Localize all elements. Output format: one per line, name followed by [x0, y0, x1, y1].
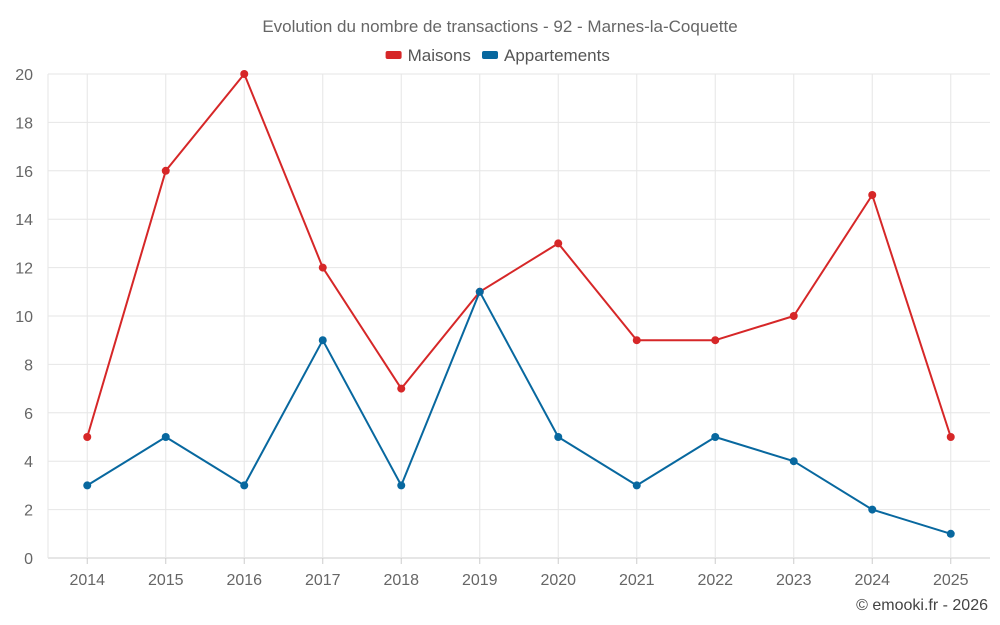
- y-tick-label: 18: [15, 115, 33, 132]
- legend-item-appartements[interactable]: Appartements: [482, 46, 610, 65]
- x-tick-label: 2014: [69, 572, 105, 589]
- data-point-maisons[interactable]: [240, 70, 249, 78]
- data-point-maisons[interactable]: [789, 312, 798, 320]
- data-point-maisons[interactable]: [161, 166, 170, 175]
- series-lines: [83, 70, 955, 538]
- x-tick-label: 2022: [697, 572, 733, 589]
- data-point-appartements[interactable]: [789, 457, 798, 466]
- data-point-appartements[interactable]: [946, 529, 955, 538]
- chart-title: Evolution du nombre de transactions - 92…: [262, 17, 737, 36]
- legend-item-maisons[interactable]: Maisons: [385, 46, 471, 65]
- data-point-maisons[interactable]: [946, 433, 955, 441]
- x-tick-label: 2020: [540, 572, 576, 589]
- y-tick-label: 0: [24, 551, 33, 568]
- data-point-appartements[interactable]: [397, 481, 406, 490]
- series-line-maisons: [86, 73, 952, 438]
- y-tick-label: 4: [24, 454, 33, 471]
- legend-swatch: [482, 51, 498, 59]
- x-tick-label: 2021: [619, 572, 655, 589]
- data-point-appartements[interactable]: [632, 481, 641, 490]
- y-axis-ticks: 0 2 4 6 8 10 12 14 16 18 20: [15, 67, 33, 568]
- data-point-maisons[interactable]: [397, 384, 406, 393]
- data-point-maisons[interactable]: [632, 336, 641, 345]
- y-tick-label: 6: [24, 406, 33, 423]
- x-axis-ticks: 2014 2015 2016 2017 2018 2019 2020 2021 2022 2023…: [69, 558, 969, 589]
- data-point-appartements[interactable]: [318, 336, 327, 345]
- data-point-maisons[interactable]: [554, 239, 563, 248]
- x-tick-label: 2015: [148, 572, 184, 589]
- data-point-maisons[interactable]: [318, 263, 327, 272]
- legend-label: Maisons: [408, 46, 471, 65]
- x-tick-label: 2018: [383, 572, 419, 589]
- x-tick-label: 2024: [854, 572, 890, 589]
- x-tick-label: 2023: [776, 572, 812, 589]
- y-tick-label: 16: [15, 164, 33, 181]
- x-tick-label: 2025: [933, 572, 969, 589]
- data-point-appartements[interactable]: [868, 505, 877, 514]
- series-line-appartements: [86, 290, 952, 535]
- x-tick-label: 2017: [305, 572, 341, 589]
- y-tick-label: 8: [24, 357, 33, 374]
- data-point-appartements[interactable]: [161, 433, 170, 441]
- data-point-maisons[interactable]: [868, 191, 877, 199]
- x-tick-label: 2019: [462, 572, 498, 589]
- data-point-maisons[interactable]: [711, 336, 720, 345]
- data-point-maisons[interactable]: [83, 433, 92, 441]
- y-tick-label: 10: [15, 309, 33, 326]
- y-tick-label: 12: [15, 261, 33, 278]
- data-point-appartements[interactable]: [475, 287, 484, 296]
- legend: Maisons Appartements: [385, 46, 610, 65]
- data-point-appartements[interactable]: [83, 481, 92, 490]
- legend-swatch: [385, 51, 402, 59]
- legend-label: Appartements: [504, 46, 610, 65]
- y-tick-label: 14: [15, 212, 33, 229]
- y-tick-label: 2: [24, 503, 33, 520]
- x-tick-label: 2016: [226, 572, 262, 589]
- data-point-appartements[interactable]: [240, 481, 249, 490]
- y-tick-label: 20: [15, 67, 33, 84]
- data-point-appartements[interactable]: [711, 433, 720, 441]
- credit-text: © emooki.fr - 2026: [856, 597, 988, 614]
- grid: [47, 73, 990, 559]
- data-point-appartements[interactable]: [554, 433, 563, 441]
